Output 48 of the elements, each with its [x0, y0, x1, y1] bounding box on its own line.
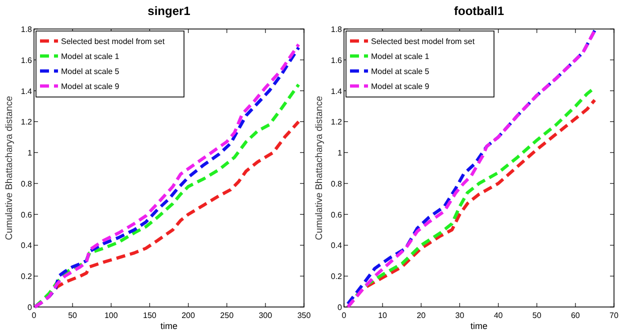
x-tick-label: 250	[220, 311, 234, 320]
y-axis-title: Cumulative Bhattacharya distance	[314, 96, 325, 240]
y-tick-label: 0	[338, 303, 343, 312]
x-tick-label: 70	[610, 311, 619, 320]
y-tick-label: 0.8	[330, 179, 343, 188]
y-tick-label: 1.2	[20, 118, 33, 127]
legend-label: Model at scale 1	[61, 52, 120, 61]
chart-title: football1	[454, 4, 504, 18]
y-tick-label: 0.6	[20, 210, 33, 220]
chart-title: singer1	[148, 4, 191, 18]
x-tick-label: 100	[104, 311, 118, 320]
y-tick-label: 0.2	[20, 272, 33, 282]
x-tick-label: 200	[182, 311, 196, 320]
legend-label: Selected best model from set	[61, 37, 166, 46]
x-tick-label: 50	[68, 311, 78, 320]
y-tick-label: 1.4	[330, 86, 343, 96]
x-tick-label: 350	[297, 311, 312, 320]
y-tick-label: 1.6	[330, 56, 343, 65]
y-tick-label: 1.8	[20, 25, 33, 34]
y-tick-label: 0.4	[20, 241, 33, 250]
x-tick-label: 300	[258, 311, 273, 320]
x-tick-label: 60	[570, 311, 580, 320]
y-tick-label: 0.8	[20, 179, 33, 188]
y-tick-label: 0.6	[330, 210, 343, 220]
legend-label: Model at scale 5	[61, 67, 120, 76]
legend-label: Model at scale 9	[371, 82, 430, 91]
y-tick-label: 1	[28, 148, 33, 158]
x-tick-label: 10	[378, 311, 388, 320]
y-tick-label: 1.6	[20, 56, 33, 65]
y-tick-label: 1.8	[330, 25, 343, 34]
legend-label: Model at scale 1	[371, 52, 430, 61]
y-tick-label: 0.4	[330, 241, 343, 250]
x-axis-title: time	[470, 321, 488, 331]
y-tick-label: 1	[338, 148, 343, 158]
x-tick-label: 20	[416, 311, 426, 320]
y-axis-title: Cumulative Bhattacharya distance	[4, 96, 15, 240]
y-tick-label: 1.2	[330, 118, 343, 127]
legend-label: Selected best model from set	[371, 37, 476, 46]
y-tick-label: 0	[28, 303, 33, 312]
legend-label: Model at scale 5	[371, 67, 430, 76]
y-tick-label: 1.4	[20, 86, 33, 96]
x-axis-title: time	[160, 321, 178, 331]
x-tick-label: 50	[532, 311, 542, 320]
x-tick-label: 30	[455, 311, 465, 320]
x-tick-label: 40	[494, 311, 504, 320]
y-tick-label: 0.2	[330, 272, 343, 282]
x-tick-label: 150	[143, 311, 157, 320]
legend-label: Model at scale 9	[61, 82, 120, 91]
